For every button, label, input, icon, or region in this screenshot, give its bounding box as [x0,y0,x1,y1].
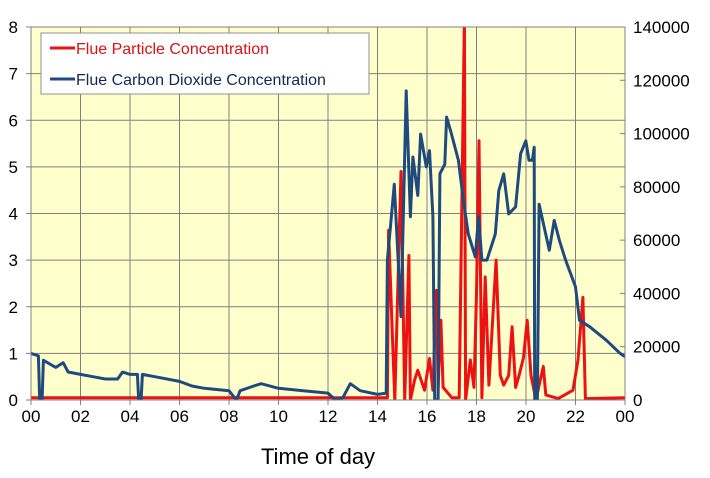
y2-tick-label: 60000 [633,231,680,250]
y2-tick-label: 80000 [633,178,680,197]
y2-tick-label: 100000 [633,125,690,144]
y2-tick-label: 120000 [633,71,690,90]
y2-tick-label: 0 [633,391,642,410]
y2-tick-label: 40000 [633,284,680,303]
legend: Flue Particle Concentration Flue Carbon … [40,32,370,95]
series-line-co2 [31,89,625,400]
y-tick-label: 4 [9,205,18,224]
y-tick-label: 7 [9,65,18,84]
x-tick-label: 00 [22,407,41,426]
legend-box [40,32,370,95]
x-tick-label: 22 [566,407,585,426]
y-tick-label: 8 [9,18,18,37]
x-tick-label: 10 [269,407,288,426]
x-tick-label: 14 [368,407,387,426]
y2-tick-label: 20000 [633,338,680,357]
y-tick-label: 1 [9,344,18,363]
y-tick-label: 6 [9,111,18,130]
x-tick-label: 16 [418,407,437,426]
x-axis: 00 02 04 06 08 10 12 14 16 18 20 22 00 [22,400,635,426]
y-axis-right: 0 20000 40000 60000 80000 100000 120000 140000 [620,18,690,410]
x-tick-label: 02 [71,407,90,426]
y-tick-label: 3 [9,251,18,270]
y-tick-label: 0 [9,391,18,410]
x-tick-label: 00 [616,407,635,426]
series-group [31,27,625,400]
x-tick-label: 08 [220,407,239,426]
y-tick-label: 5 [9,158,18,177]
legend-label-particle: Flue Particle Concentration [76,41,269,58]
x-tick-label: 06 [170,407,189,426]
y-axis-left: 0 1 2 3 4 5 6 7 8 [9,18,31,410]
y2-tick-label: 140000 [633,18,690,37]
x-tick-label: 04 [121,407,140,426]
y-tick-label: 2 [9,298,18,317]
legend-label-co2: Flue Carbon Dioxide Concentration [76,72,326,89]
x-axis-label: Time of day [261,444,375,469]
x-tick-label: 18 [467,407,486,426]
x-tick-label: 12 [319,407,338,426]
x-tick-label: 20 [517,407,536,426]
